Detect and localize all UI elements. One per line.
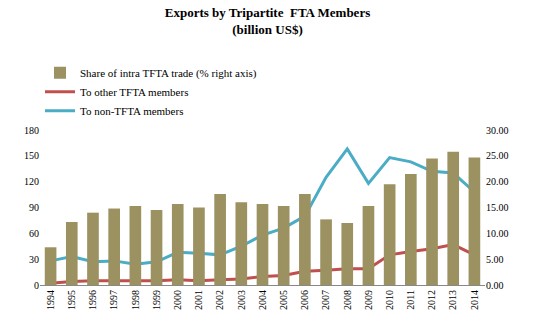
svg-text:2005: 2005 (278, 290, 289, 310)
svg-text:Exports by Tripartite FTA Mem: Exports by Tripartite FTA Members(billio… (165, 5, 370, 37)
svg-text:30: 30 (29, 254, 39, 265)
svg-text:1997: 1997 (108, 290, 119, 310)
svg-text:1996: 1996 (87, 290, 98, 310)
svg-text:2009: 2009 (363, 290, 374, 310)
svg-text:5.00: 5.00 (486, 254, 504, 265)
svg-text:180: 180 (24, 125, 39, 136)
svg-text:0.00: 0.00 (486, 280, 504, 291)
svg-text:2012: 2012 (426, 290, 437, 310)
svg-text:20.00: 20.00 (486, 176, 509, 187)
svg-text:2008: 2008 (342, 290, 353, 310)
svg-text:25.00: 25.00 (486, 150, 509, 161)
svg-text:1994: 1994 (45, 290, 56, 310)
svg-text:150: 150 (24, 150, 39, 161)
svg-text:1995: 1995 (66, 290, 77, 310)
svg-text:1999: 1999 (151, 290, 162, 310)
svg-text:2014: 2014 (469, 290, 480, 310)
svg-text:2010: 2010 (384, 290, 395, 310)
svg-text:2011: 2011 (405, 290, 416, 310)
svg-text:2003: 2003 (236, 290, 247, 310)
svg-text:2000: 2000 (172, 290, 183, 310)
svg-text:1998: 1998 (130, 290, 141, 310)
svg-text:120: 120 (24, 176, 39, 187)
svg-text:2013: 2013 (447, 290, 458, 310)
svg-text:Share of intra TFTA trade (% r: Share of intra TFTA trade (% right axis) (80, 67, 257, 80)
svg-text:10.00: 10.00 (486, 228, 509, 239)
svg-text:2006: 2006 (299, 290, 310, 310)
svg-text:15.00: 15.00 (486, 202, 509, 213)
svg-text:0: 0 (34, 280, 39, 291)
svg-text:90: 90 (29, 202, 39, 213)
svg-text:2007: 2007 (320, 290, 331, 310)
svg-text:2002: 2002 (214, 290, 225, 310)
svg-text:2004: 2004 (257, 290, 268, 310)
svg-text:60: 60 (29, 228, 39, 239)
svg-text:30.00: 30.00 (486, 125, 509, 136)
svg-text:2001: 2001 (193, 290, 204, 310)
svg-text:To non-TFTA members: To non-TFTA members (80, 105, 183, 117)
svg-text:To other TFTA members: To other TFTA members (80, 86, 188, 98)
